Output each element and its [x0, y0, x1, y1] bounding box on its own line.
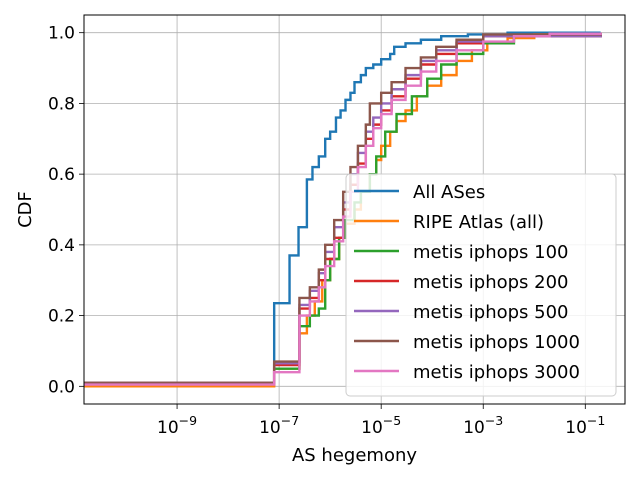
legend-label: metis iphops 1000	[413, 332, 580, 353]
x-tick-label: 10−1	[565, 413, 605, 438]
y-tick-label: 0.6	[48, 165, 75, 185]
series-line-5	[84, 32, 602, 384]
series-line-6	[84, 32, 602, 386]
x-tick-exponent: −7	[281, 413, 299, 428]
plot-frame	[83, 14, 626, 405]
x-axis-label: AS hegemony	[292, 445, 417, 466]
x-tick-label: 10−9	[157, 413, 197, 438]
y-tick-label: 0.8	[48, 94, 75, 114]
legend-label: metis iphops 3000	[413, 362, 580, 383]
x-tick-base: 10	[565, 418, 587, 438]
x-tick-label: 10−7	[259, 413, 299, 438]
series-line-1	[84, 32, 602, 388]
y-tick-label: 1.0	[48, 24, 75, 44]
y-tick-label: 0.4	[48, 236, 75, 256]
axis-ticks: 10−9 10−7 10−5 10−3 10−10.00.20.40.60.81.0	[48, 24, 605, 438]
x-tick-base: 10	[361, 418, 383, 438]
series-line-0	[84, 31, 601, 386]
legend-label: All ASes	[413, 182, 485, 203]
y-tick-label: 0.2	[48, 307, 75, 327]
legend-label: metis iphops 100	[413, 242, 569, 263]
x-tick-label: 10−3	[463, 413, 503, 438]
x-tick-exponent: −5	[383, 413, 401, 428]
legend-label: RIPE Atlas (all)	[413, 212, 544, 233]
x-tick-base: 10	[259, 418, 281, 438]
x-tick-exponent: −3	[485, 413, 503, 428]
y-tick-label: 0.0	[48, 377, 75, 397]
y-axis-label: CDF	[15, 191, 36, 228]
legend-label: metis iphops 200	[413, 272, 569, 293]
legend-box	[345, 173, 617, 397]
legend: All ASes RIPE Atlas (all) metis iphops 100…	[345, 173, 617, 397]
x-tick-base: 10	[157, 418, 179, 438]
x-tick-exponent: −9	[179, 413, 197, 428]
x-tick-label: 10−5	[361, 413, 401, 438]
x-tick-base: 10	[463, 418, 485, 438]
x-tick-exponent: −1	[587, 413, 605, 428]
legend-label: metis iphops 500	[413, 302, 569, 323]
